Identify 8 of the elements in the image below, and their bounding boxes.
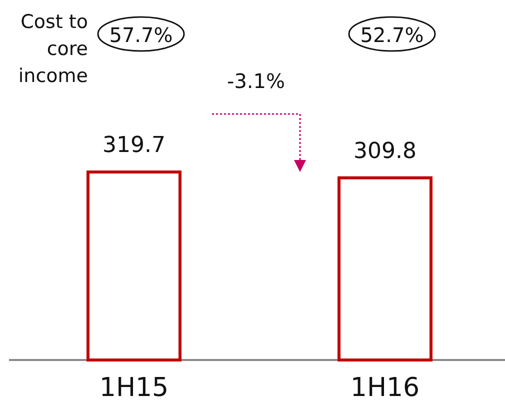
data-label: 319.7: [102, 133, 166, 158]
text: 52.7%: [360, 23, 424, 47]
x-tick-label: 1H16: [350, 373, 420, 403]
text: 57.7%: [109, 23, 173, 47]
text: -3.1%: [226, 69, 286, 93]
data-label: 309.8: [354, 138, 416, 164]
text: Cost to core income: [18, 11, 88, 87]
x-tick-label: 1H15: [99, 373, 169, 403]
